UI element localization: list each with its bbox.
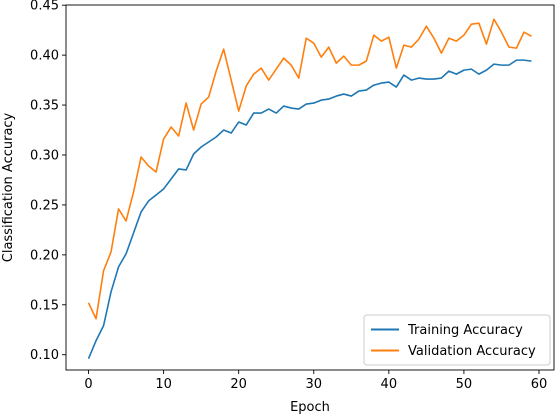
y-tick-label: 0.25 [30, 198, 59, 213]
y-tick-label: 0.40 [30, 49, 59, 64]
y-tick-label: 0.15 [30, 298, 59, 313]
legend-label-validation: Validation Accuracy [408, 344, 536, 359]
x-tick-label: 10 [155, 377, 172, 392]
y-tick-label: 0.10 [30, 348, 59, 363]
plot-frame [65, 4, 555, 371]
y-axis-ticks: 0.10 0.15 0.20 0.25 0.30 0.35 0.40 0.45 [30, 0, 66, 363]
validation-accuracy-line [87, 18, 532, 320]
series-layer [87, 18, 532, 360]
x-tick-label: 40 [381, 377, 398, 392]
x-tick-label: 60 [531, 377, 548, 392]
x-axis-ticks: 0 10 20 30 40 50 60 [84, 370, 547, 392]
x-tick-label: 30 [305, 377, 322, 392]
y-tick-label: 0.30 [30, 148, 59, 163]
legend-box [363, 314, 551, 366]
y-tick-label: 0.35 [30, 99, 59, 114]
legend: Training Accuracy Validation Accuracy [363, 314, 551, 366]
y-axis-label: Classification Accuracy [1, 112, 16, 262]
legend-label-training: Training Accuracy [407, 323, 523, 338]
x-tick-label: 50 [456, 377, 473, 392]
x-tick-label: 0 [84, 377, 92, 392]
training-accuracy-line [87, 59, 532, 360]
y-tick-label: 0.45 [30, 0, 59, 14]
x-axis-label: Epoch [290, 400, 330, 415]
x-tick-label: 20 [230, 377, 247, 392]
y-tick-label: 0.20 [30, 248, 59, 263]
